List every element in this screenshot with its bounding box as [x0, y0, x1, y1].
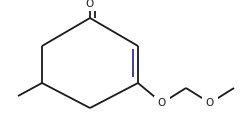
Text: O: O	[86, 0, 94, 9]
FancyBboxPatch shape	[82, 0, 98, 11]
FancyBboxPatch shape	[202, 96, 218, 110]
FancyBboxPatch shape	[154, 96, 170, 110]
Text: O: O	[206, 98, 214, 108]
Text: O: O	[158, 98, 166, 108]
